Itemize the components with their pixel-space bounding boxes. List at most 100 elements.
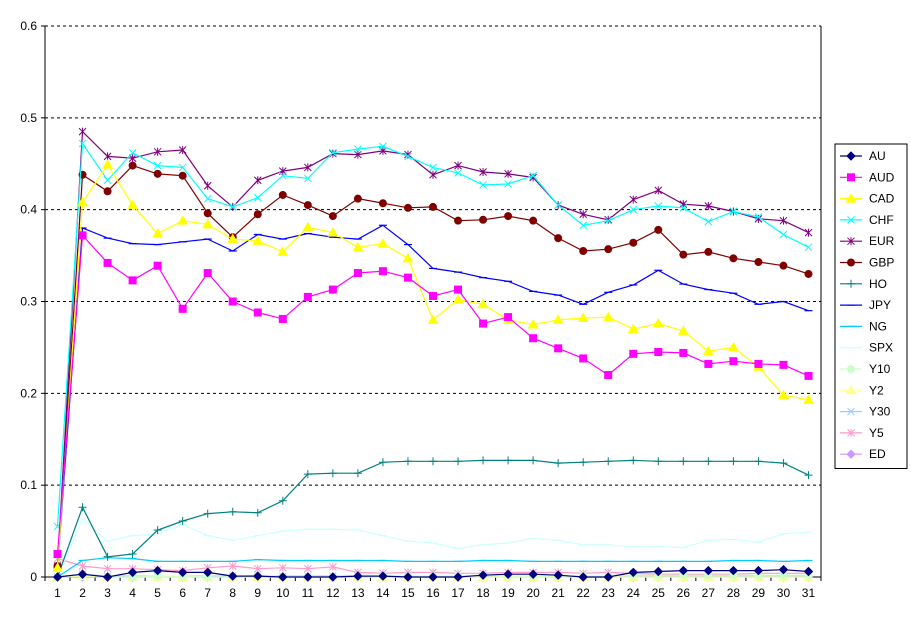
data-point-ho (378, 458, 387, 467)
x-tick-label: 16 (426, 586, 440, 600)
data-point-chf (404, 152, 412, 161)
data-point-chf (629, 205, 638, 214)
x-tick-label: 12 (326, 586, 340, 600)
data-point-aud (278, 314, 287, 323)
data-point-au (753, 565, 764, 576)
data-point-cad (728, 341, 739, 352)
gridlines (45, 25, 821, 486)
data-point-aud (378, 267, 387, 276)
data-point-chf (754, 213, 763, 221)
x-tick-label: 30 (777, 586, 791, 600)
x-tick-label: 6 (179, 586, 186, 600)
data-point-aud (654, 348, 663, 357)
legend-label-y10: Y10 (869, 362, 891, 376)
legend-item-au: AU (840, 149, 886, 163)
data-point-ho (679, 457, 688, 466)
data-point-gbp (203, 209, 212, 218)
y-tick-label: 0 (30, 570, 37, 584)
data-point-chf (729, 207, 738, 216)
data-point-cad (377, 238, 389, 248)
legend-label-au: AU (869, 149, 886, 163)
data-point-au (353, 571, 363, 581)
legend-label-jpy: JPY (869, 298, 891, 312)
x-tick-label: 25 (652, 586, 666, 600)
data-point-au (127, 567, 138, 578)
data-point-ho (153, 526, 162, 535)
x-tick-label: 26 (677, 586, 691, 600)
data-point-aud (679, 348, 688, 357)
series-cad (52, 159, 814, 572)
data-point-cad (452, 294, 464, 304)
series-line-eur (56, 130, 809, 567)
data-point-ho (529, 456, 538, 465)
data-point-au (653, 566, 663, 577)
data-point-y5 (329, 562, 337, 571)
data-point-aud (429, 291, 437, 300)
legend-marker-y5 (847, 428, 855, 437)
data-point-eur (579, 210, 588, 219)
data-point-chf (178, 163, 187, 172)
data-point-y5 (228, 561, 237, 570)
x-tick-label: 17 (451, 586, 465, 600)
data-point-cad (702, 345, 714, 356)
data-point-gbp (253, 210, 262, 219)
x-tick-labels: 1 2 3 4 5 6 7 8 9 10 11 12 13 14 15 16 17 18 19 20 21 22 23 24 2… (54, 586, 815, 600)
data-point-au (228, 571, 238, 581)
y-tick-label: 0.6 (20, 19, 37, 33)
data-point-eur (479, 168, 487, 177)
data-point-gbp (128, 161, 137, 170)
data-point-eur (604, 215, 613, 224)
data-point-aud (454, 285, 463, 294)
series-eur (53, 127, 813, 570)
x-tick-label: 2 (79, 586, 86, 600)
data-point-gbp (504, 212, 513, 221)
legend-marker-eur (847, 237, 855, 246)
data-point-ho (278, 496, 287, 505)
series-gbp (53, 161, 813, 570)
data-point-gbp (704, 247, 713, 256)
data-point-ho (579, 458, 588, 467)
legend: AU AUD CAD CHF EUR GBP HO JPY NG SPX Y10 Y2 Y30 Y5 ED (834, 143, 908, 469)
data-point-aud (779, 360, 788, 369)
data-point-gbp (529, 216, 538, 225)
x-tick-label: 21 (551, 586, 565, 600)
data-point-gbp (729, 254, 738, 263)
data-point-gbp (804, 269, 813, 278)
data-point-au (378, 571, 388, 581)
data-point-ho (479, 456, 488, 465)
data-point-aud (128, 276, 137, 285)
legend-item-aud: AUD (840, 170, 895, 184)
data-point-ho (504, 456, 513, 465)
legend-item-jpy: JPY (840, 298, 891, 312)
data-point-aud (353, 269, 362, 278)
y-tick-label: 0.5 (20, 111, 37, 125)
data-point-aud (604, 370, 613, 379)
data-point-aud (629, 349, 638, 358)
data-point-chf (554, 201, 563, 209)
data-point-aud (253, 308, 262, 317)
legend-marker-au (846, 151, 856, 161)
legend-label-cad: CAD (869, 192, 895, 206)
data-point-gbp (629, 238, 638, 247)
x-tick-label: 11 (302, 586, 315, 600)
data-point-cad (102, 159, 113, 169)
legend-marker-gbp (847, 258, 855, 267)
data-point-au (628, 567, 638, 578)
data-point-chf (379, 142, 387, 151)
data-point-aud (479, 319, 488, 328)
data-point-cad (602, 311, 614, 322)
data-point-gbp (403, 203, 412, 212)
data-point-cad (202, 218, 214, 229)
data-point-chf (228, 203, 237, 211)
data-point-aud (328, 285, 337, 294)
x-tick-label: 8 (229, 586, 236, 600)
plot-series (52, 127, 814, 582)
data-point-gbp (429, 202, 437, 211)
x-tick-label: 24 (627, 586, 641, 600)
data-point-cad (227, 233, 239, 244)
data-point-chf (128, 148, 137, 157)
data-point-au (453, 572, 463, 582)
legend-item-y5: Y5 (840, 426, 884, 440)
series-line-ho (56, 459, 809, 578)
legend-marker-chf (847, 216, 855, 224)
